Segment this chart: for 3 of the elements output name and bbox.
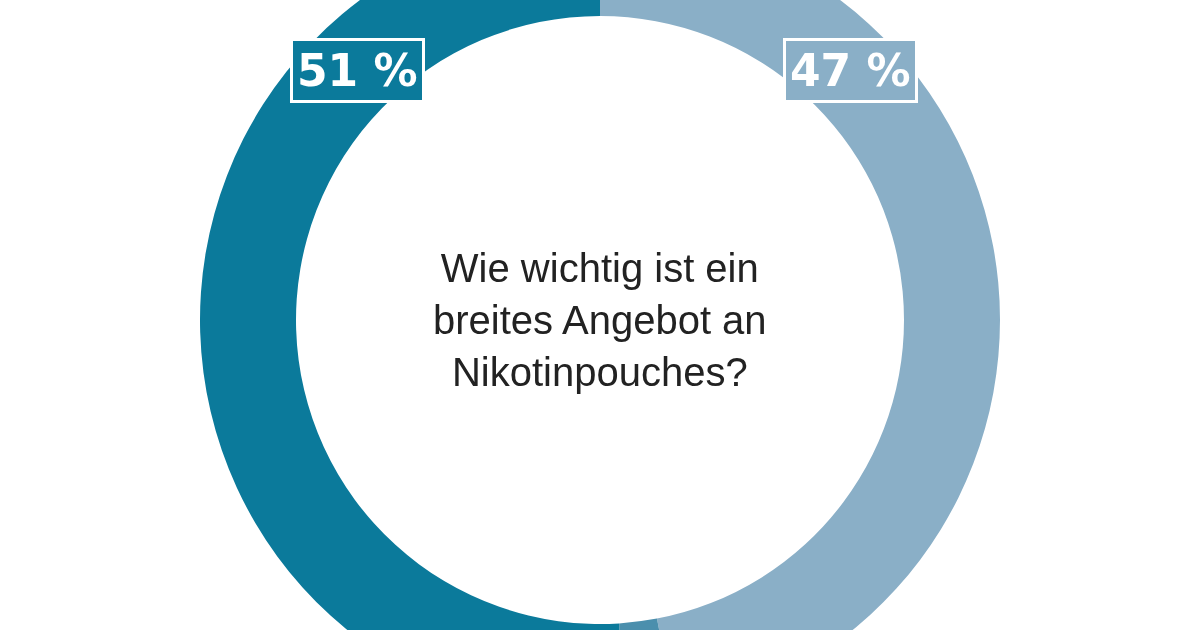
text: Wie wichtig ist ein breites Angebot an Nikotinpouches?	[433, 246, 767, 394]
data-label: 51 %	[297, 45, 418, 96]
data-label: 47 %	[790, 45, 911, 96]
